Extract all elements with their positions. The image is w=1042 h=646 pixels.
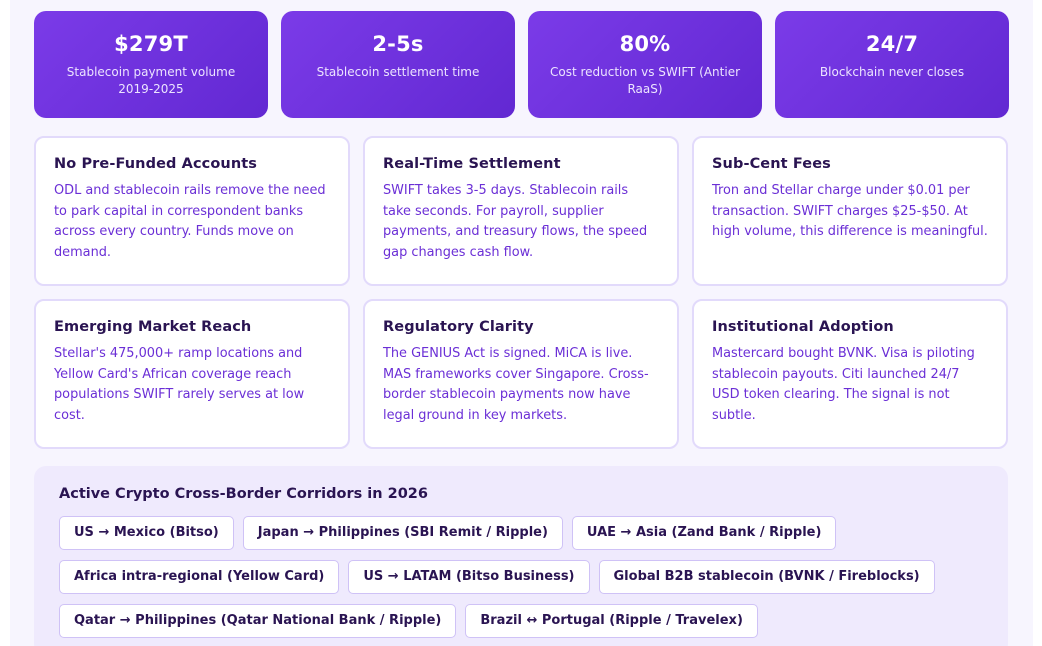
card-body: The GENIUS Act is signed. MiCA is live. … bbox=[383, 346, 649, 423]
benefit-card: Emerging Market Reach Stellar's 475,000+… bbox=[34, 299, 350, 449]
benefit-card: No Pre-Funded Accounts ODL and stablecoi… bbox=[34, 136, 350, 286]
stat-tile-availability: 24/7 Blockchain never closes bbox=[775, 11, 1009, 118]
stat-label: Cost reduction vs SWIFT (Antier RaaS) bbox=[549, 65, 741, 96]
corridors-section: Active Crypto Cross-Border Corridors in … bbox=[34, 466, 1008, 646]
corridor-chip: Japan → Philippines (SBI Remit / Ripple) bbox=[242, 516, 563, 550]
card-body: Stellar's 475,000+ ramp locations and Ye… bbox=[54, 346, 305, 423]
card-title: Sub-Cent Fees bbox=[712, 156, 831, 172]
card-title: Real-Time Settlement bbox=[383, 156, 561, 172]
card-title: Emerging Market Reach bbox=[54, 319, 252, 335]
corridor-chip: Global B2B stablecoin (BVNK / Fireblocks… bbox=[598, 560, 935, 594]
benefit-card: Institutional Adoption Mastercard bought… bbox=[692, 299, 1008, 449]
corridor-chip: Qatar → Philippines (Qatar National Bank… bbox=[59, 604, 457, 638]
card-body: Mastercard bought BVNK. Visa is piloting… bbox=[712, 346, 975, 423]
stat-value: $279T bbox=[114, 32, 188, 56]
card-body: ODL and stablecoin rails remove the need… bbox=[54, 183, 326, 260]
stat-value: 80% bbox=[619, 32, 671, 56]
corridor-row: US → Mexico (Bitso) Japan → Philippines … bbox=[59, 516, 837, 550]
stat-tile-cost-reduction: 80% Cost reduction vs SWIFT (Antier RaaS… bbox=[528, 11, 762, 118]
corridor-chip: UAE → Asia (Zand Bank / Ripple) bbox=[571, 516, 837, 550]
corridor-chip: Brazil ↔ Portugal (Ripple / Travelex) bbox=[465, 604, 758, 638]
card-body: Tron and Stellar charge under $0.01 per … bbox=[712, 183, 988, 240]
benefit-card: Real-Time Settlement SWIFT takes 3-5 day… bbox=[363, 136, 679, 286]
card-body: SWIFT takes 3-5 days. Stablecoin rails t… bbox=[383, 183, 648, 260]
corridor-row: Africa intra-regional (Yellow Card) US →… bbox=[59, 560, 935, 594]
corridor-row: Qatar → Philippines (Qatar National Bank… bbox=[59, 604, 758, 638]
stat-tile-settlement: 2-5s Stablecoin settlement time bbox=[281, 11, 515, 118]
stat-value: 24/7 bbox=[865, 32, 919, 56]
stat-label: Blockchain never closes bbox=[819, 65, 965, 79]
card-title: No Pre-Funded Accounts bbox=[54, 156, 258, 172]
card-title: Regulatory Clarity bbox=[383, 319, 534, 335]
corridor-chip: US → LATAM (Bitso Business) bbox=[348, 560, 590, 594]
corridors-title: Active Crypto Cross-Border Corridors in … bbox=[59, 486, 428, 502]
stat-value: 2-5s bbox=[372, 32, 424, 56]
benefit-card: Sub-Cent Fees Tron and Stellar charge un… bbox=[692, 136, 1008, 286]
corridor-chip: Africa intra-regional (Yellow Card) bbox=[59, 560, 340, 594]
card-title: Institutional Adoption bbox=[712, 319, 894, 335]
corridor-chip: US → Mexico (Bitso) bbox=[59, 516, 234, 550]
stat-tile-volume: $279T Stablecoin payment volume 2019-202… bbox=[34, 11, 268, 118]
benefit-card: Regulatory Clarity The GENIUS Act is sig… bbox=[363, 299, 679, 449]
stat-label: Stablecoin payment volume 2019-2025 bbox=[66, 65, 236, 96]
stat-label: Stablecoin settlement time bbox=[316, 65, 480, 79]
